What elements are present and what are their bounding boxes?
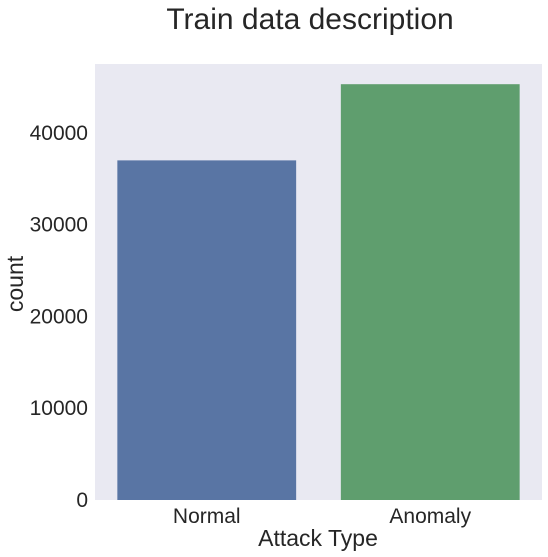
y-tick-label: 0 [76,489,88,512]
y-tick-label: 30000 [30,214,88,237]
bar-normal [117,160,297,500]
y-axis-ticks: 0 10000 20000 30000 40000 [30,122,88,512]
x-axis-label: Attack Type [258,525,378,551]
x-axis-ticks: Normal Anomaly [173,505,472,528]
x-tick-label: Normal [173,505,241,528]
y-tick-label: 40000 [30,122,88,145]
bars [117,84,520,500]
y-axis-label: count [2,255,28,312]
chart-title: Train data description [166,3,453,36]
y-tick-label: 10000 [30,397,88,420]
y-tick-label: 20000 [30,305,88,328]
bar-anomaly [340,84,520,500]
x-tick-label: Anomaly [389,505,471,528]
